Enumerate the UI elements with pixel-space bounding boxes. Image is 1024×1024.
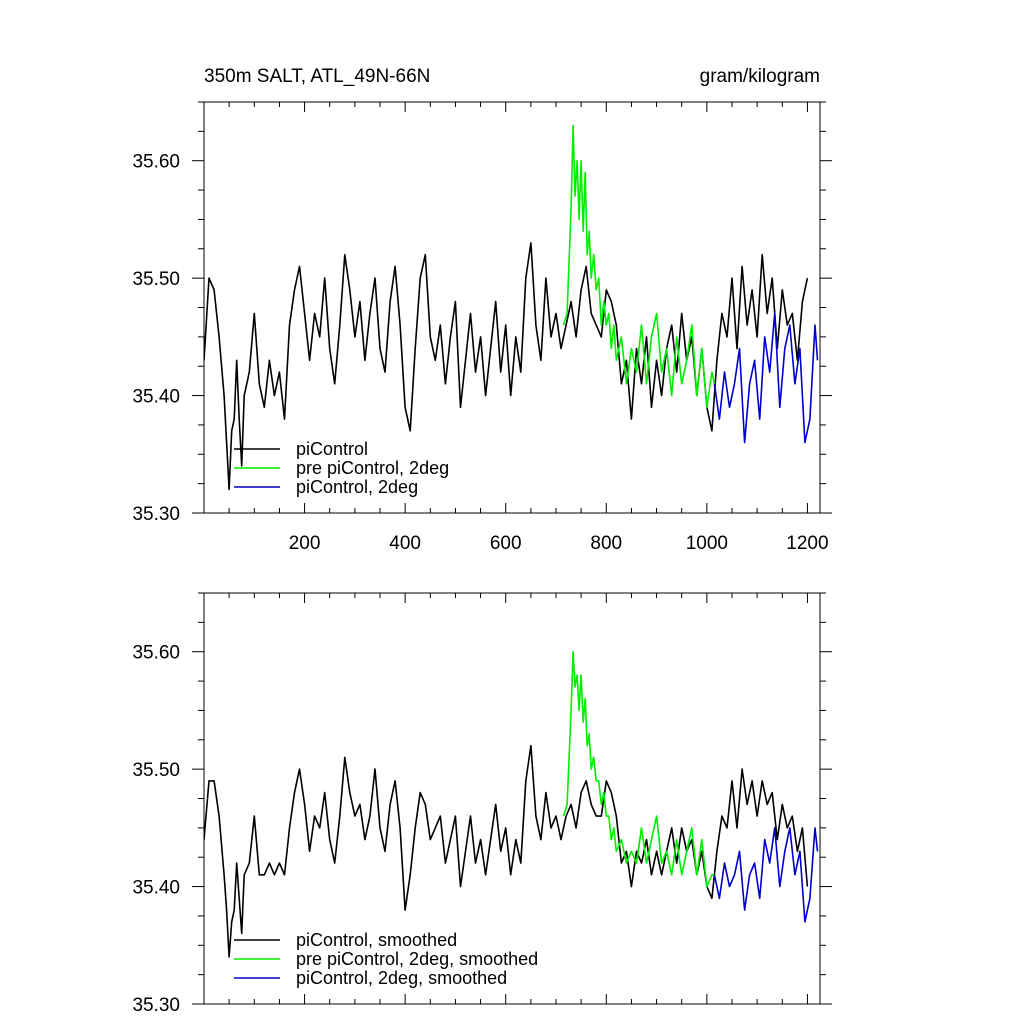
y-tick-label: 35.50 bbox=[132, 269, 180, 290]
units-label: gram/kilogram bbox=[700, 66, 820, 87]
y-tick-label: 35.40 bbox=[132, 387, 180, 408]
x-tick-label: 1200 bbox=[786, 533, 828, 554]
x-tick-label: 400 bbox=[389, 533, 421, 554]
legend-label: pre piControl, 2deg bbox=[296, 458, 449, 478]
legend-label: pre piControl, 2deg, smoothed bbox=[296, 949, 538, 969]
y-tick-label: 35.60 bbox=[132, 152, 180, 173]
y-tick-label: 35.40 bbox=[132, 878, 180, 899]
y-tick-label: 35.60 bbox=[132, 643, 180, 664]
series-line-picontrol-2deg-smoothed bbox=[713, 827, 819, 923]
x-tick-label: 600 bbox=[490, 533, 522, 554]
y-tick-label: 35.30 bbox=[132, 995, 180, 1016]
series-line-pre-picontrol-2deg bbox=[562, 124, 716, 409]
legend-label: piControl, 2deg bbox=[296, 477, 418, 497]
y-tick-label: 35.50 bbox=[132, 760, 180, 781]
legend-label: piControl, 2deg, smoothed bbox=[296, 968, 507, 988]
legend-label: piControl, smoothed bbox=[296, 930, 457, 950]
legend-label: piControl bbox=[296, 439, 368, 459]
y-tick-label: 35.30 bbox=[132, 504, 180, 525]
series-line-picontrol-2deg bbox=[713, 312, 819, 444]
series-line-pre-picontrol-2deg-smoothed bbox=[562, 650, 715, 888]
x-tick-label: 200 bbox=[289, 533, 321, 554]
series-line-picontrol bbox=[204, 242, 809, 491]
raw-panel: 200 400 600 800 1000 1200 35.30 35.40 35.50 35.60… bbox=[132, 101, 832, 554]
series-line-picontrol-smoothed bbox=[204, 744, 809, 958]
figure-title: 350m SALT, ATL_49N-66N bbox=[204, 66, 430, 87]
x-tick-label: 1000 bbox=[686, 533, 728, 554]
x-tick-label: 800 bbox=[590, 533, 622, 554]
